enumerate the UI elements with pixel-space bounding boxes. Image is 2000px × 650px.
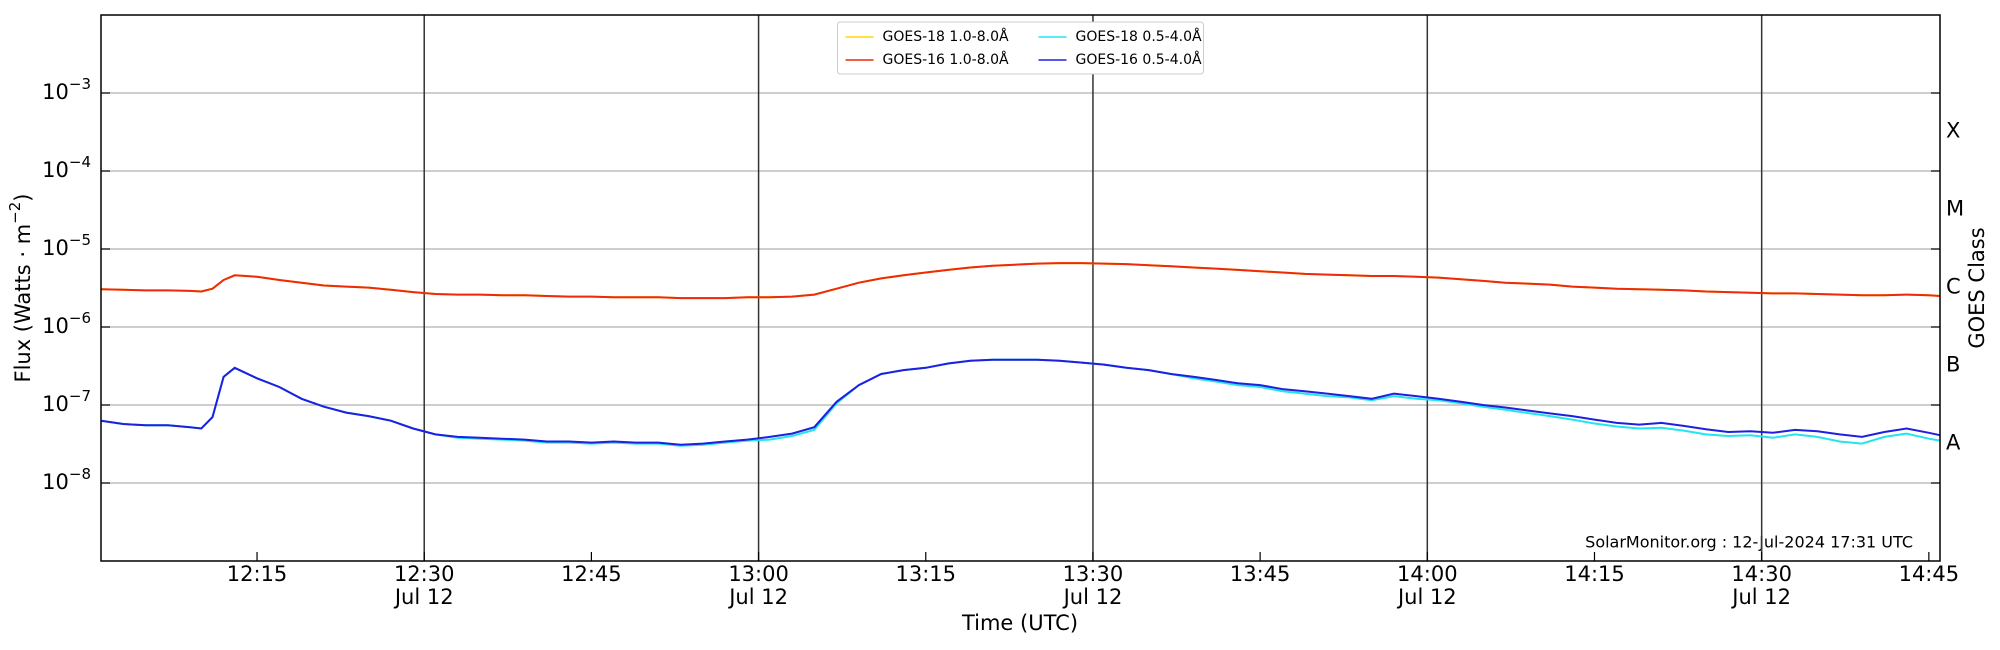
- x-tick-label: 12:45: [561, 562, 622, 586]
- y2-tick-label: M: [1946, 197, 1964, 221]
- y-tick-label: 10−4: [42, 153, 91, 183]
- series-line: [100, 262, 1941, 300]
- x-tick-label: 13:15: [895, 562, 956, 586]
- y-tick-exponent: −6: [69, 309, 91, 327]
- annotation: SolarMonitor.org : 12-Jul-2024 17:31 UTC: [1585, 533, 1913, 552]
- y-axis-label-part: ): [11, 193, 35, 201]
- y2-tick-label: A: [1946, 431, 1961, 455]
- y-axis-label-exponent: −2: [6, 202, 24, 224]
- y-tick-exponent: −4: [69, 153, 91, 171]
- y-tick-label: 10−5: [42, 231, 91, 261]
- y-tick-base: 10: [42, 80, 69, 104]
- series-line: [100, 358, 1941, 447]
- x-tick-label: 14:45: [1899, 562, 1960, 586]
- y-axis-label: Flux (Watts · m−2): [6, 193, 36, 382]
- y2-tick-label: X: [1946, 119, 1960, 143]
- x-tick-label: 12:15: [227, 562, 288, 586]
- x-tick-label: Jul 12: [1396, 585, 1457, 609]
- y-tick-exponent: −7: [69, 387, 91, 405]
- y-tick-exponent: −3: [69, 75, 91, 93]
- series-line: [100, 358, 1941, 446]
- x-tick-label: Jul 12: [727, 585, 788, 609]
- y-tick-exponent: −8: [69, 465, 91, 483]
- y-tick-label: 10−6: [42, 309, 91, 339]
- x-tick-label: 13:45: [1230, 562, 1291, 586]
- y-tick-label: 10−3: [42, 75, 91, 105]
- y-tick-base: 10: [42, 470, 69, 494]
- y2-tick-label: B: [1946, 353, 1960, 377]
- y-axis-label-part: Flux (Watts · m: [11, 224, 35, 383]
- legend-label: GOES-16 1.0-8.0Å: [883, 51, 1009, 68]
- y2-axis-label: GOES Class: [1965, 227, 1989, 348]
- x-tick-label: 12:30: [394, 562, 455, 586]
- x-tick-label: Jul 12: [393, 585, 454, 609]
- x-tick-label: Jul 12: [1062, 585, 1123, 609]
- x-tick-label: 14:30: [1731, 562, 1792, 586]
- x-tick-label: 14:00: [1397, 562, 1458, 586]
- y-tick-exponent: −5: [69, 231, 91, 249]
- y2-tick-label: C: [1946, 275, 1961, 299]
- series-line: [100, 262, 1941, 300]
- y-tick-label: 10−8: [42, 465, 91, 495]
- x-tick-label: 13:30: [1063, 562, 1124, 586]
- legend-label: GOES-18 1.0-8.0Å: [883, 28, 1009, 45]
- y-tick-base: 10: [42, 158, 69, 182]
- plot-frame: [100, 14, 1941, 562]
- legend-box: [837, 21, 1204, 75]
- x-tick-label: 14:15: [1564, 562, 1625, 586]
- y-tick-base: 10: [42, 314, 69, 338]
- x-tick-label: 13:00: [728, 562, 789, 586]
- legend-label: GOES-16 0.5-4.0Å: [1076, 51, 1202, 68]
- x-tick-label: Jul 12: [1730, 585, 1791, 609]
- y-tick-label: 10−7: [42, 387, 91, 417]
- x-axis-label: Time (UTC): [961, 611, 1078, 635]
- y-tick-base: 10: [42, 236, 69, 260]
- y-tick-base: 10: [42, 392, 69, 416]
- legend-label: GOES-18 0.5-4.0Å: [1076, 28, 1202, 45]
